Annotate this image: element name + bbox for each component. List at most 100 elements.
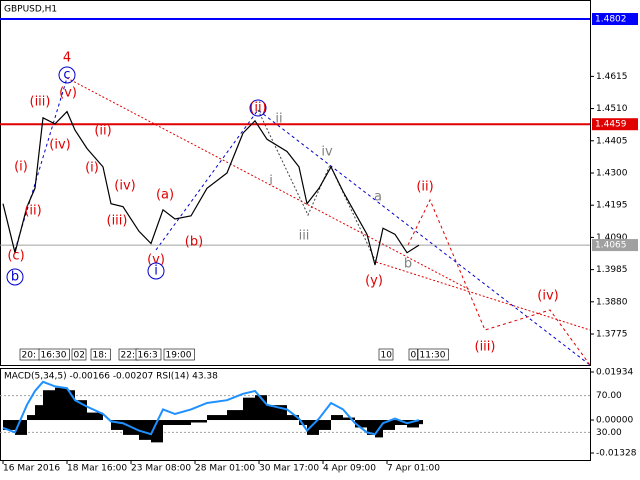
wave-line: [407, 198, 591, 366]
time-box: [90, 348, 111, 361]
price-tag-label: 1.4802: [595, 15, 627, 25]
price-tag: [592, 13, 638, 26]
y-tick-label: 1.3985: [596, 265, 628, 275]
y-tick-label: 0.01934: [596, 367, 633, 377]
y-tick-label: 0.00000: [596, 416, 633, 426]
wave-label: b: [404, 257, 412, 272]
macd-bar: [3, 420, 15, 430]
wave-label: a: [374, 190, 382, 205]
y-tick-label: 1.3775: [596, 330, 628, 340]
wave-label: (iii): [475, 340, 496, 355]
macd-bar: [319, 420, 331, 430]
macd-bar: [395, 420, 407, 425]
indicator-title: MACD(5,34,5) -0.00166 -0.00207 RSI(14) 4…: [4, 372, 218, 382]
time-box-label: 10: [381, 351, 393, 361]
time-box-label: 20:: [22, 351, 36, 361]
time-box-label: 11:30: [420, 351, 446, 361]
time-box-label: 22:: [121, 351, 135, 361]
indicator-panel: [0, 368, 591, 461]
y2-tick-label: 30.00: [596, 428, 622, 438]
y-tick-label: 1.4195: [596, 201, 628, 211]
wave-label: (c): [7, 249, 24, 264]
macd-bar: [151, 420, 163, 443]
y-tick-label: 1.3880: [596, 297, 628, 307]
wave-label: (ii): [416, 180, 433, 195]
macd-bar: [87, 412, 103, 421]
macd-bar: [27, 415, 35, 421]
wave-label: (ii): [94, 124, 111, 139]
x-tick-label: 30 Mar 17:00: [259, 464, 319, 474]
wave-line: [155, 109, 591, 366]
wave-label: (v): [59, 86, 77, 101]
wave-label: (ii): [24, 204, 41, 219]
y-tick-label: 1.4615: [596, 72, 628, 82]
macd-bar: [43, 390, 55, 421]
wave-label: (iii): [107, 214, 128, 229]
wave-label: (ii): [249, 101, 266, 116]
macd-bar: [243, 397, 255, 421]
x-tick-label: 28 Mar 01:00: [195, 464, 255, 474]
y-tick-label: -0.01328: [596, 448, 637, 458]
wave-label: (iii): [30, 95, 51, 110]
chart-title: GBPUSD,H1: [4, 5, 57, 15]
macd-bar: [331, 415, 343, 421]
macd-bar: [207, 415, 227, 421]
macd-bar: [227, 410, 243, 421]
wave-label: i: [269, 174, 273, 189]
wave-label: iii: [299, 229, 310, 244]
y2-tick-label: 70.00: [596, 391, 622, 401]
time-box-label: 16:30: [41, 351, 67, 361]
x-tick-label: 23 Mar 08:00: [131, 464, 191, 474]
macd-bar: [287, 415, 299, 421]
wave-line: [375, 261, 591, 331]
wave-circle: [6, 268, 24, 286]
price-tag-label: 1.4459: [595, 120, 627, 130]
wave-label: c: [63, 68, 70, 83]
y-tick-label: 1.4300: [596, 168, 628, 178]
time-box-label: 0: [411, 351, 417, 361]
wave-label: (i): [14, 160, 28, 175]
wave-label: (iv): [114, 179, 135, 194]
wave-label: (b): [185, 235, 203, 250]
macd-bar: [307, 420, 319, 435]
macd-bar: [383, 420, 395, 430]
time-box: [408, 348, 418, 361]
macd-bar: [35, 405, 43, 421]
x-tick-label: 16 Mar 2016: [3, 464, 60, 474]
y-tick-label: 1.4405: [596, 136, 628, 146]
price-tag: [592, 118, 638, 131]
projection-lines: [14, 77, 591, 366]
wave-label: (y): [365, 274, 383, 289]
wave-label: ii: [275, 112, 282, 127]
y-tick-label: 1.4090: [596, 233, 628, 243]
time-box: [135, 348, 162, 361]
wave-label: (a): [156, 188, 174, 203]
wave-line: [257, 109, 377, 263]
time-box-label: 02: [74, 351, 85, 361]
macd-bar: [67, 390, 75, 421]
time-box: [163, 348, 195, 361]
wave-label: (i): [85, 161, 99, 176]
wave-label: i: [154, 264, 158, 279]
price-tag-label: 1.4065: [595, 241, 627, 251]
wave-label: 4: [63, 51, 71, 66]
x-tick-label: 7 Apr 01:00: [387, 464, 440, 474]
macd-bar: [191, 420, 207, 423]
time-box-label: 16:3: [138, 351, 158, 361]
time-box-label: 18:: [93, 351, 107, 361]
macd-bar: [343, 417, 355, 421]
time-box: [417, 348, 449, 361]
macd-bar: [355, 420, 367, 428]
wave-circle: [58, 66, 76, 84]
macd-bar: [55, 387, 67, 421]
macd-bar: [111, 420, 123, 430]
wave-label: (v): [147, 253, 165, 268]
time-box: [71, 348, 87, 361]
macd-bar: [367, 420, 375, 435]
wave-label: (iv): [537, 289, 558, 304]
macd-bar: [299, 420, 307, 425]
y-tick-label: 1.4510: [596, 104, 628, 114]
price-line-series: [2, 110, 420, 266]
macd-bar: [139, 420, 151, 440]
